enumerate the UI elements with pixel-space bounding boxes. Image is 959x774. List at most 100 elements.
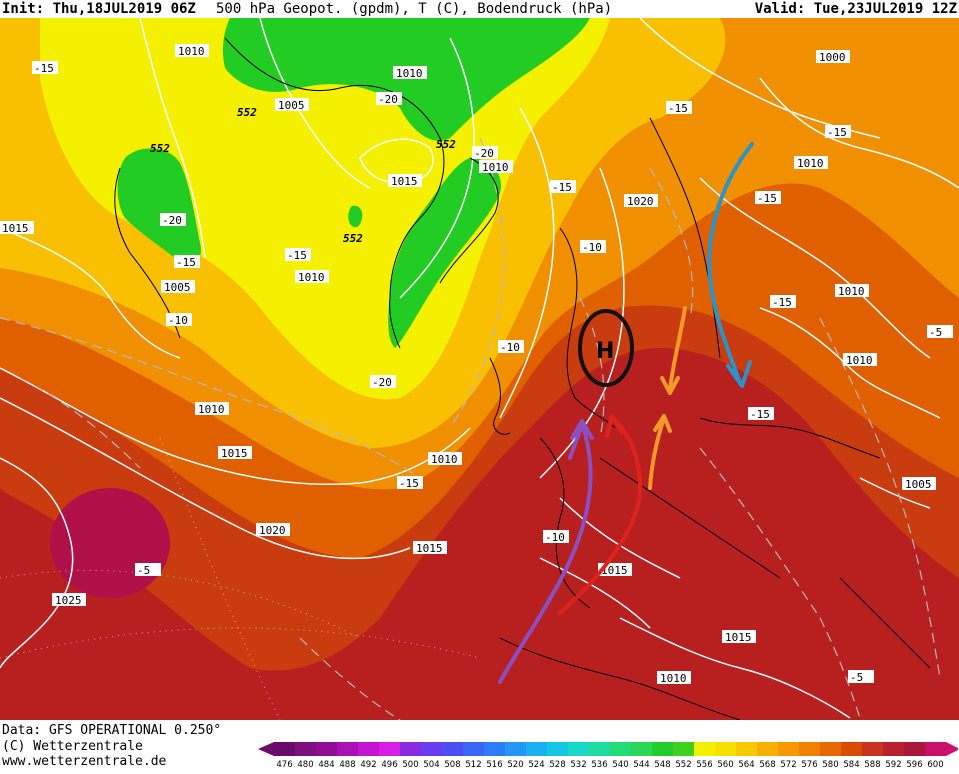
temp-label: -5 (135, 563, 161, 577)
scale-tick-label: 600 (927, 760, 943, 770)
svg-text:-5: -5 (929, 326, 942, 339)
scale-tick-label: 496 (381, 760, 397, 770)
isobar-label: 1015 (0, 221, 34, 235)
scale-swatch (862, 742, 884, 756)
isobar-label: 1010 (843, 353, 877, 367)
scale-tick-label: 512 (465, 760, 481, 770)
svg-text:-20: -20 (372, 376, 392, 389)
scale-swatch (379, 742, 401, 756)
svg-text:1010: 1010 (797, 157, 824, 170)
scale-swatch (925, 742, 947, 756)
label-552: 552 (343, 232, 363, 245)
orange-arrow-upper (660, 306, 687, 395)
zone-green-greenland (222, 18, 590, 141)
isobar-label: 1005 (902, 477, 936, 491)
scale-swatch (589, 742, 611, 756)
temp-label: -20 (376, 92, 402, 106)
scale-tick-label: 480 (297, 760, 313, 770)
svg-text:1015: 1015 (725, 631, 752, 644)
svg-text:-15: -15 (34, 62, 54, 75)
temp-label: -10 (580, 240, 606, 254)
svg-text:1010: 1010 (838, 285, 865, 298)
svg-text:1015: 1015 (221, 447, 248, 460)
temp-label: -15 (397, 476, 423, 490)
isobar-label: 1010 (393, 66, 427, 80)
scale-tick-label: 544 (633, 760, 649, 770)
weather-map: 552 552 552 552 1010 1010 1005 1015 1010… (0, 18, 959, 720)
temp-label: -15 (748, 407, 774, 421)
temp-label: -5 (927, 325, 953, 339)
scale-swatch (421, 742, 443, 756)
isobar-label: 1005 (161, 280, 195, 294)
scale-swatch (316, 742, 338, 756)
label-552: 552 (237, 106, 257, 119)
contour-552-labels: 552 552 552 552 (150, 106, 456, 245)
scale-tick-label: 552 (675, 760, 691, 770)
svg-text:-10: -10 (500, 341, 520, 354)
svg-text:-15: -15 (399, 477, 419, 490)
svg-text:-15: -15 (757, 192, 777, 205)
isobar-label: 1010 (835, 284, 869, 298)
label-552: 552 (436, 138, 456, 151)
isobars (0, 18, 959, 719)
scale-swatch (547, 742, 569, 756)
scale-tick-label: 492 (360, 760, 376, 770)
isobar-label: 1010 (479, 160, 513, 174)
isobar-labels: 1010 1010 1005 1015 1010 1015 1005 1010 … (0, 44, 936, 685)
isobar-label: 1010 (295, 270, 329, 284)
blue-arrow (707, 142, 754, 388)
isobar-label: 1005 (275, 98, 309, 112)
temp-label: -15 (666, 101, 692, 115)
svg-text:1005: 1005 (278, 99, 305, 112)
svg-text:1010: 1010 (660, 672, 687, 685)
temp-label: -10 (498, 340, 524, 354)
svg-text:1010: 1010 (431, 453, 458, 466)
data-source: Data: GFS OPERATIONAL 0.250° (2, 723, 222, 738)
red-arrow (558, 414, 642, 615)
svg-text:-15: -15 (668, 102, 688, 115)
scale-tick-label: 508 (444, 760, 460, 770)
field-description: 500 hPa Geopot. (gpdm), T (C), Bodendruc… (216, 1, 613, 17)
svg-text:1010: 1010 (298, 271, 325, 284)
svg-text:1025: 1025 (55, 594, 82, 607)
temp-label: -20 (472, 146, 498, 160)
scale-tick-label: 584 (843, 760, 859, 770)
scale-swatch (799, 742, 821, 756)
scale-swatch (442, 742, 464, 756)
isobar-label: 1010 (657, 671, 691, 685)
scale-swatch (883, 742, 905, 756)
scale-swatch (673, 742, 695, 756)
zone-green-west (117, 148, 201, 263)
annotation-arrows (498, 142, 754, 684)
orange-arrow-lower (648, 414, 672, 490)
svg-text:-15: -15 (287, 249, 307, 262)
scale-tick-label: 580 (822, 760, 838, 770)
scale-tick-label: 536 (591, 760, 607, 770)
zone-green-small (348, 205, 363, 228)
scale-tick-label: 556 (696, 760, 712, 770)
scale-swatch (715, 742, 737, 756)
high-label: H (596, 339, 614, 364)
temp-label: -15 (285, 248, 311, 262)
svg-text:1020: 1020 (627, 195, 654, 208)
temp-label: -15 (825, 125, 851, 139)
svg-text:-20: -20 (378, 93, 398, 106)
scale-tick-label: 504 (423, 760, 439, 770)
temp-label: -15 (755, 191, 781, 205)
svg-text:1010: 1010 (396, 67, 423, 80)
svg-text:-5: -5 (137, 564, 150, 577)
map-header: Init: Thu,18JUL2019 06Z 500 hPa Geopot. … (0, 0, 959, 18)
isobar-label: 1000 (816, 50, 850, 64)
scale-swatch (841, 742, 863, 756)
isobar-label: 1010 (175, 44, 209, 58)
scale-swatch (400, 742, 422, 756)
scale-swatch (274, 742, 296, 756)
temp-label: -20 (160, 213, 186, 227)
temp-label: -15 (770, 295, 796, 309)
svg-text:-20: -20 (162, 214, 182, 227)
isobar-label: 1020 (256, 523, 290, 537)
svg-text:-5: -5 (850, 671, 863, 684)
svg-text:-20: -20 (474, 147, 494, 160)
svg-text:1015: 1015 (391, 175, 418, 188)
scale-tick-label: 592 (885, 760, 901, 770)
